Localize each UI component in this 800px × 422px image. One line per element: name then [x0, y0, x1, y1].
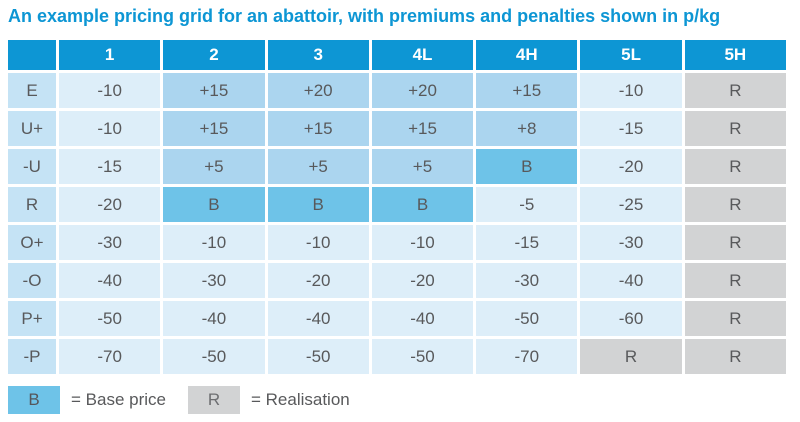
grid-cell: R: [684, 111, 786, 146]
grid-cell: R: [580, 339, 682, 374]
grid-cell: -70: [476, 339, 578, 374]
grid-cell: -50: [371, 339, 474, 374]
page-title: An example pricing grid for an abattoir,…: [8, 6, 721, 26]
row-label: P+: [8, 301, 56, 336]
grid-cell: B: [163, 187, 265, 222]
grid-cell: -30: [59, 225, 161, 260]
grid-cell: -10: [59, 111, 161, 146]
grid-cell: -20: [580, 149, 682, 184]
grid-cell: -40: [267, 301, 369, 336]
grid-body: E -10 +15 +20 +20 +15 -10 R U+ -10 +15 +15 +15 +8 -15 R…: [8, 73, 786, 374]
grid-cell: +5: [371, 149, 474, 184]
grid-cell: -60: [580, 301, 682, 336]
base-price-label: = Base price: [71, 390, 166, 409]
grid-cell: +20: [371, 73, 474, 108]
grid-cell: -20: [371, 263, 474, 298]
row-label: E: [8, 73, 56, 108]
grid-cell: -40: [163, 301, 265, 336]
grid-cell: -50: [267, 339, 369, 374]
grid-cell: B: [267, 187, 369, 222]
grid-cell: -50: [59, 301, 161, 336]
grid-cell: -5: [476, 187, 578, 222]
table-row: U+ -10 +15 +15 +15 +8 -15 R: [8, 111, 786, 146]
column-header-1: 1: [59, 40, 161, 70]
grid-cell: R: [684, 339, 786, 374]
grid-cell: -25: [580, 187, 682, 222]
grid-cell: -15: [59, 149, 161, 184]
grid-cell: R: [684, 263, 786, 298]
grid-cell: +15: [371, 111, 474, 146]
grid-cell: -20: [59, 187, 161, 222]
grid-cell: +8: [476, 111, 578, 146]
grid-cell: +5: [163, 149, 265, 184]
grid-cell: +15: [163, 111, 265, 146]
realisation-label: = Realisation: [250, 390, 350, 409]
grid-cell: B: [476, 149, 578, 184]
grid-cell: -15: [476, 225, 578, 260]
row-label: R: [8, 187, 56, 222]
realisation-swatch: R: [187, 386, 240, 414]
grid-cell: -40: [580, 263, 682, 298]
grid-cell: +15: [163, 73, 265, 108]
table-row: -U -15 +5 +5 +5 B -20 R: [8, 149, 786, 184]
grid-cell: -50: [163, 339, 265, 374]
grid-cell: -15: [580, 111, 682, 146]
column-header-2: 2: [163, 40, 265, 70]
legend: B = Base price R = Realisation: [8, 386, 792, 414]
column-header-4H: 4H: [476, 40, 578, 70]
grid-cell: -10: [163, 225, 265, 260]
grid-cell: R: [684, 301, 786, 336]
grid-cell: -30: [163, 263, 265, 298]
table-row: -P -70 -50 -50 -50 -70 R R: [8, 339, 786, 374]
table-row: O+ -30 -10 -10 -10 -15 -30 R: [8, 225, 786, 260]
corner-cell: [8, 40, 56, 70]
grid-cell: -10: [59, 73, 161, 108]
grid-cell: -30: [476, 263, 578, 298]
grid-cell: -40: [59, 263, 161, 298]
row-label: O+: [8, 225, 56, 260]
column-header-4L: 4L: [371, 40, 474, 70]
row-label: -O: [8, 263, 56, 298]
table-row: E -10 +15 +20 +20 +15 -10 R: [8, 73, 786, 108]
table-row: P+ -50 -40 -40 -40 -50 -60 R: [8, 301, 786, 336]
grid-cell: R: [684, 149, 786, 184]
grid-cell: R: [684, 73, 786, 108]
grid-cell: -10: [371, 225, 474, 260]
grid-cell: +5: [267, 149, 369, 184]
grid-cell: -30: [580, 225, 682, 260]
column-header-3: 3: [267, 40, 369, 70]
grid-cell: -70: [59, 339, 161, 374]
grid-cell: +20: [267, 73, 369, 108]
grid-cell: -10: [580, 73, 682, 108]
grid-cell: -20: [267, 263, 369, 298]
table-row: -O -40 -30 -20 -20 -30 -40 R: [8, 263, 786, 298]
grid-cell: -40: [371, 301, 474, 336]
table-row: R -20 B B B -5 -25 R: [8, 187, 786, 222]
grid-cell: +15: [476, 73, 578, 108]
grid-cell: +15: [267, 111, 369, 146]
grid-cell: R: [684, 225, 786, 260]
row-label: -U: [8, 149, 56, 184]
grid-cell: B: [371, 187, 474, 222]
column-header-5H: 5H: [684, 40, 786, 70]
base-price-swatch: B: [8, 386, 60, 414]
grid-cell: -10: [267, 225, 369, 260]
row-label: -P: [8, 339, 56, 374]
column-header-5L: 5L: [580, 40, 682, 70]
header-row: 1 2 3 4L 4H 5L 5H: [8, 40, 786, 70]
grid-cell: R: [684, 187, 786, 222]
row-label: U+: [8, 111, 56, 146]
pricing-grid-table: 1 2 3 4L 4H 5L 5H E -10 +15 +20 +20 +15 -10 R U+ -10 +15…: [5, 37, 789, 377]
grid-cell: -50: [476, 301, 578, 336]
